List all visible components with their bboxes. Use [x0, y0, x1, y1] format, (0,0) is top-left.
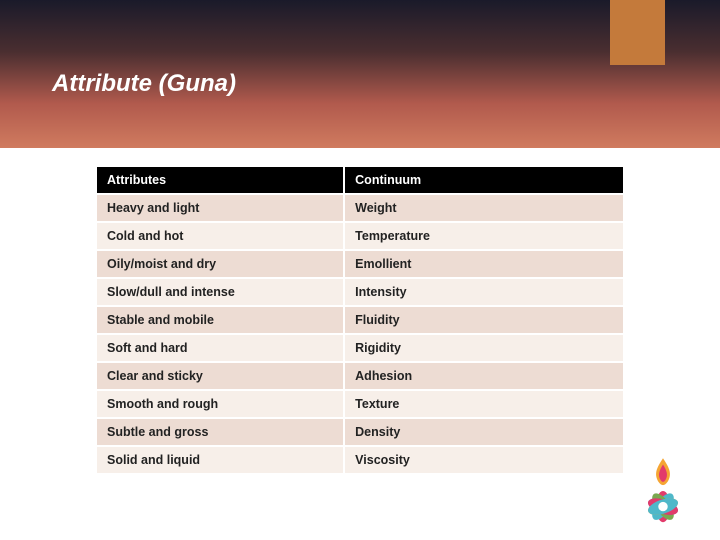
cell-attribute: Cold and hot [96, 222, 344, 250]
table-row: Stable and mobile Fluidity [96, 306, 624, 334]
cell-attribute: Stable and mobile [96, 306, 344, 334]
cell-attribute: Subtle and gross [96, 418, 344, 446]
table-row: Solid and liquid Viscosity [96, 446, 624, 474]
cell-attribute: Heavy and light [96, 194, 344, 222]
cell-attribute: Smooth and rough [96, 390, 344, 418]
cell-continuum: Intensity [344, 278, 624, 306]
table-row: Oily/moist and dry Emollient [96, 250, 624, 278]
table-row: Subtle and gross Density [96, 418, 624, 446]
attributes-table-container: Attributes Continuum Heavy and light Wei… [95, 165, 625, 475]
cell-attribute: Oily/moist and dry [96, 250, 344, 278]
cell-continuum: Temperature [344, 222, 624, 250]
cell-continuum: Adhesion [344, 362, 624, 390]
cell-attribute: Soft and hard [96, 334, 344, 362]
cell-attribute: Clear and sticky [96, 362, 344, 390]
cell-continuum: Viscosity [344, 446, 624, 474]
table-row: Heavy and light Weight [96, 194, 624, 222]
cell-attribute: Solid and liquid [96, 446, 344, 474]
cell-continuum: Fluidity [344, 306, 624, 334]
cell-continuum: Emollient [344, 250, 624, 278]
table-row: Cold and hot Temperature [96, 222, 624, 250]
corner-accent-rect [610, 0, 665, 65]
column-header-attributes: Attributes [96, 166, 344, 194]
title-banner: Attribute (Guna) [0, 0, 720, 148]
table-header-row: Attributes Continuum [96, 166, 624, 194]
table-row: Slow/dull and intense Intensity [96, 278, 624, 306]
table-row: Smooth and rough Texture [96, 390, 624, 418]
cell-continuum: Rigidity [344, 334, 624, 362]
table-row: Soft and hard Rigidity [96, 334, 624, 362]
column-header-continuum: Continuum [344, 166, 624, 194]
cell-continuum: Density [344, 418, 624, 446]
cell-continuum: Weight [344, 194, 624, 222]
cell-continuum: Texture [344, 390, 624, 418]
slide-title: Attribute (Guna) [52, 70, 236, 98]
table-row: Clear and sticky Adhesion [96, 362, 624, 390]
attributes-table: Attributes Continuum Heavy and light Wei… [95, 165, 625, 475]
cell-attribute: Slow/dull and intense [96, 278, 344, 306]
lotus-flame-logo-icon [624, 452, 702, 530]
